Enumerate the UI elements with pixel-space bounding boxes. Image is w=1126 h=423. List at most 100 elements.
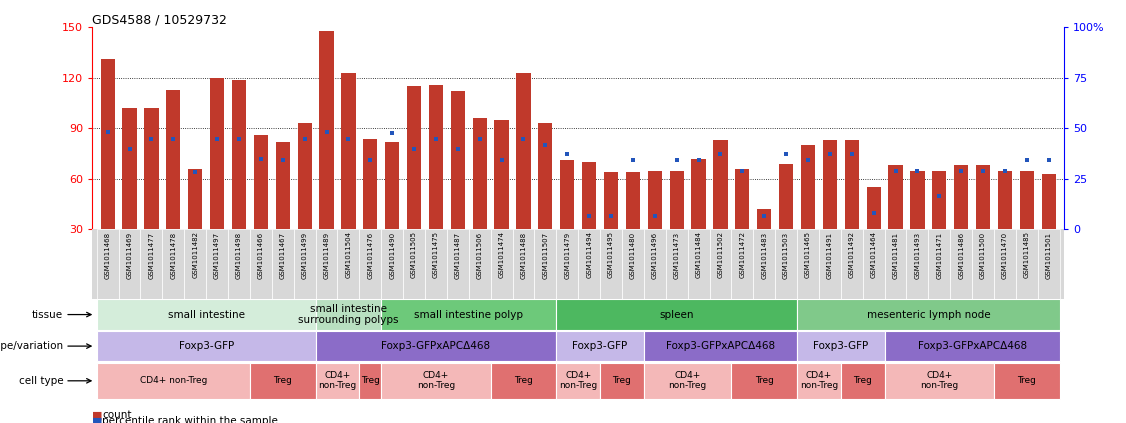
Bar	[491, 229, 512, 299]
Bar	[1016, 229, 1038, 299]
Bar	[297, 124, 312, 229]
Text: ■: ■	[92, 416, 102, 423]
Text: Treg: Treg	[274, 376, 292, 385]
Text: GSM1011505: GSM1011505	[411, 231, 417, 278]
Text: GSM1011469: GSM1011469	[126, 231, 133, 279]
Bar	[315, 363, 359, 399]
Text: GSM1011479: GSM1011479	[564, 231, 570, 279]
Text: Treg: Treg	[854, 376, 873, 385]
Bar	[732, 363, 797, 399]
Bar	[97, 299, 315, 330]
Bar	[735, 169, 750, 229]
Text: Treg: Treg	[613, 376, 632, 385]
Bar	[600, 229, 622, 299]
Bar	[97, 229, 118, 299]
Bar	[315, 229, 338, 299]
Bar	[97, 331, 315, 361]
Bar	[185, 229, 206, 299]
Bar	[709, 229, 732, 299]
Bar	[162, 229, 185, 299]
Bar	[250, 229, 271, 299]
Bar	[338, 229, 359, 299]
Text: Foxp3-GFP: Foxp3-GFP	[572, 341, 627, 351]
Bar	[626, 172, 640, 229]
Text: GSM1011477: GSM1011477	[149, 231, 154, 279]
Bar	[447, 229, 468, 299]
Bar	[932, 170, 947, 229]
Text: GSM1011465: GSM1011465	[805, 231, 811, 278]
Text: GSM1011468: GSM1011468	[105, 231, 110, 279]
Bar	[604, 172, 618, 229]
Text: percentile rank within the sample: percentile rank within the sample	[102, 416, 278, 423]
Bar	[188, 169, 203, 229]
Bar	[998, 170, 1012, 229]
Text: count: count	[102, 410, 132, 420]
Text: tissue: tissue	[32, 310, 63, 319]
Text: GSM1011503: GSM1011503	[783, 231, 789, 279]
Bar	[994, 363, 1060, 399]
Bar	[819, 229, 841, 299]
Text: CD4+
non-Treg: CD4+ non-Treg	[417, 371, 455, 390]
Bar	[797, 229, 819, 299]
Bar	[885, 363, 994, 399]
Bar	[535, 229, 556, 299]
Text: GSM1011488: GSM1011488	[520, 231, 527, 279]
Text: GSM1011493: GSM1011493	[914, 231, 920, 279]
Text: GSM1011466: GSM1011466	[258, 231, 263, 279]
Text: GSM1011507: GSM1011507	[543, 231, 548, 279]
Bar	[538, 124, 553, 229]
Bar	[665, 229, 688, 299]
Bar	[385, 142, 400, 229]
Text: GSM1011473: GSM1011473	[673, 231, 680, 279]
Text: GSM1011481: GSM1011481	[893, 231, 899, 279]
Bar	[928, 229, 950, 299]
Bar	[118, 229, 141, 299]
Bar	[841, 229, 863, 299]
Text: GSM1011467: GSM1011467	[279, 231, 286, 279]
Text: Foxp3-GFPxAPCΔ468: Foxp3-GFPxAPCΔ468	[918, 341, 1027, 351]
Text: GSM1011471: GSM1011471	[937, 231, 942, 279]
Text: GSM1011497: GSM1011497	[214, 231, 220, 279]
Bar	[994, 229, 1016, 299]
Bar	[473, 118, 486, 229]
Text: genotype/variation: genotype/variation	[0, 341, 63, 351]
Text: GSM1011500: GSM1011500	[980, 231, 986, 279]
Text: ■: ■	[92, 410, 102, 420]
Bar	[844, 140, 859, 229]
Bar	[517, 73, 530, 229]
Bar	[556, 299, 797, 330]
Bar	[232, 80, 247, 229]
Text: GSM1011506: GSM1011506	[476, 231, 483, 279]
Bar	[757, 209, 771, 229]
Bar	[429, 85, 443, 229]
Bar	[320, 31, 333, 229]
Text: Treg: Treg	[1018, 376, 1036, 385]
Text: GDS4588 / 10529732: GDS4588 / 10529732	[92, 14, 227, 26]
Text: CD4+
non-Treg: CD4+ non-Treg	[319, 371, 357, 390]
Text: GSM1011496: GSM1011496	[652, 231, 658, 279]
Bar	[1038, 229, 1060, 299]
Bar	[1042, 174, 1056, 229]
Bar	[341, 73, 356, 229]
Bar	[823, 140, 837, 229]
Bar	[250, 363, 315, 399]
Text: Foxp3-GFP: Foxp3-GFP	[813, 341, 868, 351]
Bar	[797, 331, 885, 361]
Text: small intestine polyp: small intestine polyp	[414, 310, 524, 319]
Text: GSM1011504: GSM1011504	[346, 231, 351, 278]
Text: spleen: spleen	[660, 310, 694, 319]
Text: GSM1011489: GSM1011489	[323, 231, 330, 279]
Text: Treg: Treg	[754, 376, 774, 385]
Text: GSM1011502: GSM1011502	[717, 231, 724, 278]
Text: GSM1011464: GSM1011464	[870, 231, 877, 278]
Bar	[753, 229, 775, 299]
Bar	[359, 229, 382, 299]
Bar	[382, 299, 556, 330]
Text: GSM1011487: GSM1011487	[455, 231, 461, 279]
Text: mesenteric lymph node: mesenteric lymph node	[867, 310, 990, 319]
Bar	[600, 363, 644, 399]
Text: GSM1011490: GSM1011490	[390, 231, 395, 279]
Bar	[688, 229, 709, 299]
Bar	[229, 229, 250, 299]
Bar	[885, 229, 906, 299]
